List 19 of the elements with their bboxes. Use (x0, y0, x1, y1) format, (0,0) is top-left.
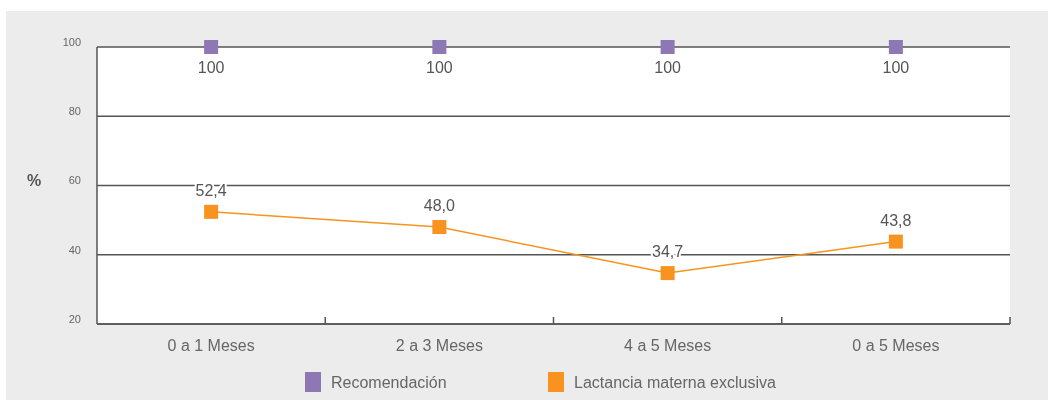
x-tick-label: 0 a 5 Meses (852, 337, 940, 354)
x-tick-label: 0 a 1 Meses (167, 337, 255, 354)
x-tick-label: 4 a 5 Meses (624, 337, 712, 354)
data-label: 52,4 (195, 181, 227, 199)
y-tick-label: 40 (68, 243, 81, 256)
data-label: 100 (426, 59, 453, 76)
data-label: 100 (654, 59, 682, 76)
legend-label: Lactancia materna exclusiva (574, 374, 776, 391)
y-axis-title: % (26, 171, 42, 189)
data-label: 100 (197, 59, 225, 76)
data-label: 100 (882, 59, 910, 76)
data-label: 43,8 (880, 211, 912, 229)
legend-label: Recomendación (331, 374, 447, 391)
x-tick-label: 2 a 3 Meses (395, 337, 483, 354)
y-tick-label: 60 (68, 174, 81, 187)
y-tick-label: 100 (62, 35, 81, 48)
y-tick-label: 20 (68, 312, 81, 325)
data-label: 48,0 (423, 197, 456, 215)
y-tick-label: 80 (68, 105, 81, 118)
